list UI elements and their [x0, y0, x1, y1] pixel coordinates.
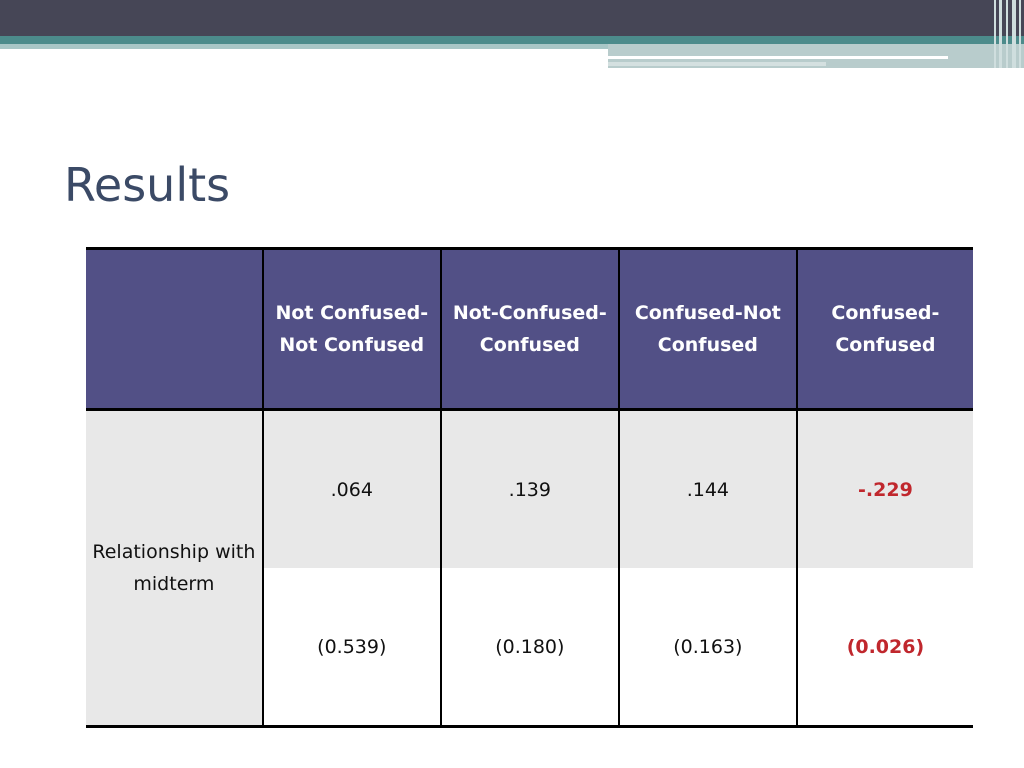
p-value-cell: (0.180)	[439, 568, 620, 728]
results-table: Not Confused-Not Confused Not-Confused-C…	[86, 247, 973, 728]
header-bar-thin	[0, 44, 608, 49]
coefficient-cell-significant: -.229	[795, 409, 973, 568]
row-label: Relationship with midterm	[86, 409, 264, 728]
header-cell-nc-c: Not-Confused-Confused	[439, 247, 620, 411]
header-bar-right-line	[608, 56, 948, 59]
header-cell-nc-nc: Not Confused-Not Confused	[261, 247, 442, 411]
table-row-coefficients: Relationship with midterm .064 .139 .144…	[86, 409, 973, 728]
coefficient-cell: .144	[617, 409, 798, 568]
table-row-p-values: (0.539) (0.180) (0.163) (0.026)	[86, 568, 973, 728]
coefficient-cell: .139	[439, 409, 620, 568]
table-header-row: Not Confused-Not Confused Not-Confused-C…	[86, 247, 973, 411]
coefficient-cell: .064	[261, 409, 442, 568]
slide-title: Results	[64, 158, 231, 212]
header-cell-empty	[86, 247, 264, 411]
p-value-cell-significant: (0.026)	[795, 568, 973, 728]
p-value-cell: (0.539)	[261, 568, 442, 728]
header-cell-c-nc: Confused-Not Confused	[617, 247, 798, 411]
header-bar-teal	[0, 36, 1024, 44]
header-cell-c-c: Confused-Confused	[795, 247, 973, 411]
header-bar-right-line-2	[608, 62, 826, 66]
header-bar-dark	[0, 0, 1024, 36]
header-edge-lines	[992, 0, 1024, 68]
p-value-cell: (0.163)	[617, 568, 798, 728]
